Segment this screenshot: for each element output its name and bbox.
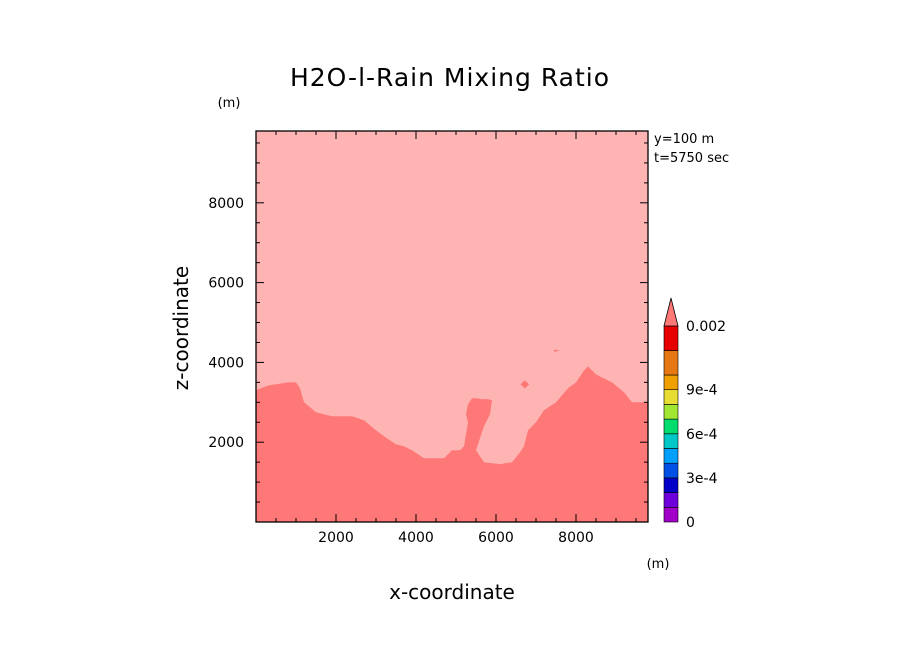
colorbar-segment: [663, 374, 679, 390]
colorbar-segment: [663, 325, 679, 351]
x-tick-label: 2000: [318, 530, 354, 546]
y-tick-label: 4000: [208, 355, 244, 371]
y-tick-label: 8000: [208, 196, 244, 212]
small-patch: [520, 380, 530, 389]
colorbar: 0 3e-4 6e-4 9e-4 0.002: [663, 297, 726, 531]
small-patch: [554, 349, 560, 353]
plot-frame: [255, 130, 649, 523]
colorbar-segment: [663, 477, 679, 493]
colorbar-segment: [663, 492, 679, 508]
x-axis-label: x-coordinate: [389, 580, 515, 604]
lower-region: [256, 366, 648, 522]
y-tick-label: 2000: [208, 435, 244, 451]
colorbar-segment: [663, 350, 679, 376]
colorbar-label: 0: [686, 515, 695, 531]
colorbar-label: 3e-4: [686, 471, 718, 487]
axis-ticks: 2000 4000 6000 8000 2000 4000 6000 8000: [208, 131, 648, 546]
colorbar-label: 9e-4: [686, 383, 718, 399]
colorbar-segment: [663, 433, 679, 449]
x-tick-label: 6000: [478, 530, 514, 546]
x-tick-label: 4000: [398, 530, 434, 546]
colorbar-segment: [663, 462, 679, 479]
annotation-t: t=5750 sec: [654, 151, 729, 166]
colorbar-segment: [663, 506, 679, 523]
plot-area: [255, 130, 649, 523]
colorbar-segment: [663, 418, 679, 435]
chart-title: H2O-l-Rain Mixing Ratio: [290, 63, 610, 92]
annotation-y: y=100 m: [654, 132, 714, 147]
colorbar-segment: [663, 389, 679, 405]
x-tick-label: 8000: [558, 530, 594, 546]
y-tick-label: 6000: [208, 276, 244, 292]
colorbar-segment: [663, 448, 679, 464]
colorbar-label: 0.002: [686, 319, 726, 335]
y-axis-label: z-coordinate: [169, 266, 193, 390]
x-unit-label: (m): [647, 557, 670, 572]
colorbar-label: 6e-4: [686, 427, 718, 443]
colorbar-segment: [663, 404, 679, 420]
y-unit-label: (m): [218, 96, 241, 111]
colorbar-extension: [663, 297, 679, 327]
